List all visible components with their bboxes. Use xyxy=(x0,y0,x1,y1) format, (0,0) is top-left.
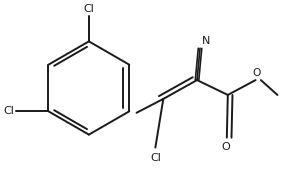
Text: Cl: Cl xyxy=(4,106,14,116)
Text: O: O xyxy=(222,142,230,152)
Text: N: N xyxy=(201,36,210,46)
Text: Cl: Cl xyxy=(150,153,161,163)
Text: Cl: Cl xyxy=(83,4,94,14)
Text: O: O xyxy=(252,68,261,78)
